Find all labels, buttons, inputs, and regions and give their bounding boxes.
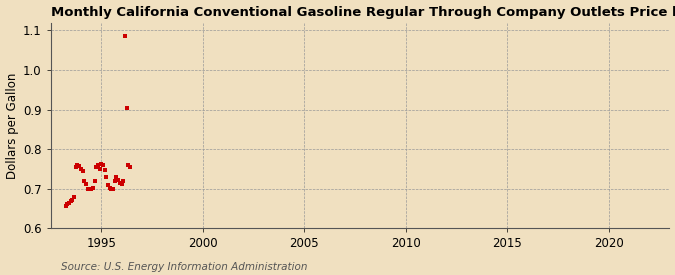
Point [72,163,83,167]
Point [101,175,111,179]
Point [89,179,100,184]
Point [63,201,74,205]
Point [105,186,115,190]
Point [90,165,101,169]
Point [125,165,136,169]
Point [82,186,93,191]
Point [95,167,105,171]
Point [67,197,78,202]
Point [103,182,113,187]
Point [86,186,97,191]
Point [80,182,91,186]
Point [76,167,86,171]
Point [122,105,132,110]
Point [117,178,128,183]
Text: Monthly California Conventional Gasoline Regular Through Company Outlets Price b: Monthly California Conventional Gasoline… [51,6,675,18]
Point [70,165,81,169]
Point [113,178,124,182]
Point [106,186,117,191]
Point [77,169,88,173]
Point [111,175,122,179]
Y-axis label: Dollars per Gallon: Dollars per Gallon [5,72,18,178]
Point [69,195,80,200]
Point [109,179,120,184]
Point [116,182,127,186]
Point [96,162,107,166]
Point [79,178,90,183]
Point [62,202,73,207]
Point [97,163,108,167]
Text: Source: U.S. Energy Information Administration: Source: U.S. Energy Information Administ… [61,262,307,272]
Point [84,187,95,192]
Point [60,204,71,209]
Point [115,180,126,185]
Point [87,186,98,190]
Point [74,163,85,168]
Point [65,199,76,204]
Point [92,163,103,167]
Point [119,34,130,39]
Point [107,187,118,192]
Point [123,163,134,167]
Point [99,167,110,172]
